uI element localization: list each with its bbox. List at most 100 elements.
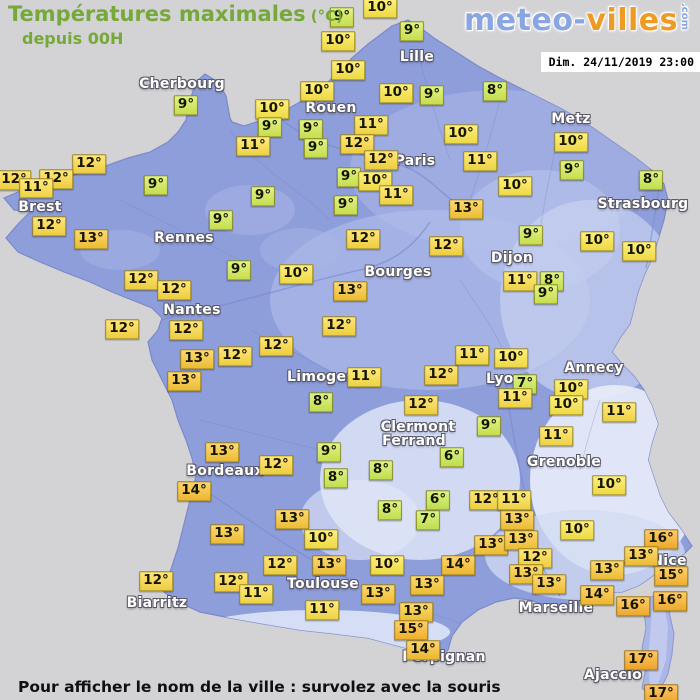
temp-label[interactable]: 12°	[124, 270, 158, 290]
temp-label[interactable]: 13°	[205, 442, 239, 462]
temp-label[interactable]: 11°	[497, 490, 531, 510]
temp-label[interactable]: 14°	[177, 481, 211, 501]
meteo-villes-logo[interactable]: meteo-villes.com	[464, 3, 690, 38]
temp-label[interactable]: 12°	[218, 346, 252, 366]
temp-label[interactable]: 8°	[308, 392, 334, 412]
temp-label[interactable]: 9°	[533, 284, 559, 304]
temp-label[interactable]: 12°	[364, 150, 398, 170]
temp-label[interactable]: 13°	[590, 560, 624, 580]
temp-label[interactable]: 8°	[323, 468, 349, 488]
temp-label[interactable]: 9°	[303, 138, 329, 158]
temp-label[interactable]: 10°	[622, 241, 656, 261]
temp-label[interactable]: 11°	[455, 345, 489, 365]
temp-label[interactable]: 13°	[275, 509, 309, 529]
temp-label[interactable]: 6°	[439, 447, 465, 467]
temp-label[interactable]: 12°	[518, 548, 552, 568]
temp-label[interactable]: 13°	[399, 602, 433, 622]
temp-label[interactable]: 11°	[539, 426, 573, 446]
temp-label[interactable]: 9°	[399, 21, 425, 41]
temp-label[interactable]: 10°	[592, 475, 626, 495]
temp-label[interactable]: 13°	[167, 371, 201, 391]
temp-label[interactable]: 10°	[560, 520, 594, 540]
temp-label[interactable]: 9°	[419, 85, 445, 105]
temp-label[interactable]: 14°	[441, 555, 475, 575]
temp-label[interactable]: 12°	[424, 365, 458, 385]
temp-label[interactable]: 12°	[105, 319, 139, 339]
temp-label[interactable]: 12°	[429, 236, 463, 256]
temp-label[interactable]: 15°	[654, 566, 688, 586]
temp-label[interactable]: 14°	[406, 640, 440, 660]
temp-label[interactable]: 12°	[139, 571, 173, 591]
temp-label[interactable]: 11°	[463, 151, 497, 171]
temp-label[interactable]: 11°	[354, 115, 388, 135]
temp-label[interactable]: 12°	[157, 280, 191, 300]
temp-label[interactable]: 12°	[469, 490, 503, 510]
temp-label[interactable]: 9°	[143, 175, 169, 195]
temp-label[interactable]: 13°	[210, 524, 244, 544]
temp-label[interactable]: 11°	[498, 388, 532, 408]
temp-label[interactable]: 6°	[425, 490, 451, 510]
temp-label[interactable]: 13°	[504, 530, 538, 550]
temp-label[interactable]: 13°	[500, 510, 534, 530]
temp-label[interactable]: 9°	[250, 186, 276, 206]
temp-label[interactable]: 17°	[624, 650, 658, 670]
temp-label[interactable]: 9°	[476, 416, 502, 436]
temp-label[interactable]: 13°	[410, 575, 444, 595]
temp-label[interactable]: 10°	[331, 60, 365, 80]
temp-label[interactable]: 9°	[226, 260, 252, 280]
temp-label[interactable]: 16°	[616, 596, 650, 616]
temp-label[interactable]: 10°	[494, 348, 528, 368]
temp-label[interactable]: 16°	[653, 591, 687, 611]
temp-label[interactable]: 9°	[518, 225, 544, 245]
temp-label[interactable]: 13°	[333, 281, 367, 301]
temp-label[interactable]: 12°	[32, 216, 66, 236]
temp-label[interactable]: 13°	[312, 555, 346, 575]
temp-label[interactable]: 9°	[316, 442, 342, 462]
temp-label[interactable]: 16°	[644, 529, 678, 549]
temp-label[interactable]: 10°	[321, 31, 355, 51]
temp-label[interactable]: 10°	[549, 395, 583, 415]
temp-label[interactable]: 11°	[305, 600, 339, 620]
temp-label[interactable]: 8°	[377, 500, 403, 520]
temp-label[interactable]: 13°	[532, 574, 566, 594]
temp-label[interactable]: 9°	[333, 195, 359, 215]
temp-label[interactable]: 10°	[300, 81, 334, 101]
temp-label[interactable]: 11°	[602, 402, 636, 422]
temp-label[interactable]: 10°	[444, 124, 478, 144]
temp-label[interactable]: 9°	[329, 7, 355, 27]
temp-label[interactable]: 10°	[370, 555, 404, 575]
temp-label[interactable]: 8°	[482, 81, 508, 101]
temp-label[interactable]: 10°	[255, 99, 289, 119]
temp-label[interactable]: 9°	[298, 119, 324, 139]
temp-label[interactable]: 11°	[347, 367, 381, 387]
temp-label[interactable]: 13°	[361, 584, 395, 604]
temp-label[interactable]: 8°	[368, 460, 394, 480]
temp-label[interactable]: 12°	[346, 229, 380, 249]
temp-label[interactable]: 12°	[72, 154, 106, 174]
temp-label[interactable]: 10°	[498, 176, 532, 196]
temp-label[interactable]: 10°	[379, 83, 413, 103]
temp-label[interactable]: 9°	[336, 167, 362, 187]
temp-label[interactable]: 12°	[259, 336, 293, 356]
temp-label[interactable]: 10°	[554, 132, 588, 152]
temp-label[interactable]: 14°	[580, 585, 614, 605]
temp-label[interactable]: 17°	[644, 684, 678, 700]
temp-label[interactable]: 10°	[304, 529, 338, 549]
temp-label[interactable]: 11°	[19, 178, 53, 198]
temp-label[interactable]: 13°	[449, 199, 483, 219]
temp-label[interactable]: 11°	[379, 185, 413, 205]
temp-label[interactable]: 12°	[322, 316, 356, 336]
temp-label[interactable]: 9°	[257, 117, 283, 137]
temp-label[interactable]: 12°	[169, 320, 203, 340]
temp-label[interactable]: 15°	[394, 620, 428, 640]
temp-label[interactable]: 12°	[259, 455, 293, 475]
temp-label[interactable]: 11°	[239, 584, 273, 604]
temp-label[interactable]: 10°	[363, 0, 397, 18]
temp-label[interactable]: 10°	[279, 264, 313, 284]
temp-label[interactable]: 11°	[503, 271, 537, 291]
temp-label[interactable]: 12°	[39, 169, 73, 189]
temp-label[interactable]: 13°	[624, 546, 658, 566]
temp-label[interactable]: 13°	[180, 349, 214, 369]
temp-label[interactable]: 12°	[263, 555, 297, 575]
temp-label[interactable]: 13°	[74, 229, 108, 249]
